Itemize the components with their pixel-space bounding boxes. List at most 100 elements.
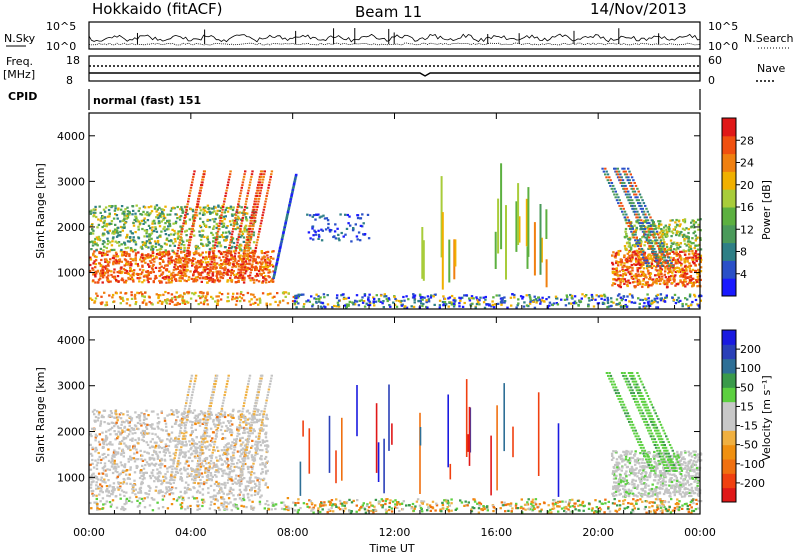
range-gate-cell [635, 213, 638, 216]
range-gate-cell [241, 181, 245, 184]
range-gate-cell [661, 275, 664, 278]
range-gate-cell [260, 258, 263, 261]
range-gate-cell [315, 297, 318, 301]
range-gate-cell [337, 237, 340, 240]
freq-trace [89, 72, 700, 77]
range-gate-cell [222, 255, 225, 258]
range-gate-cell [216, 230, 220, 233]
range-gate-cell [164, 205, 167, 208]
range-gate-cell [134, 243, 138, 246]
range-gate-cell [172, 452, 175, 455]
range-gate-cell [297, 302, 300, 305]
range-gate-cell [240, 266, 244, 269]
range-gate-cell [323, 217, 327, 220]
range-gate-cell [181, 263, 184, 266]
range-gate-cell [193, 234, 196, 237]
range-gate-cell [336, 301, 340, 304]
range-gate-cell [698, 263, 701, 266]
range-gate-cell [232, 250, 236, 253]
range-gate-cell [131, 205, 135, 208]
range-gate-cell [230, 233, 234, 236]
range-gate-cell [238, 230, 242, 233]
range-gate-cell [320, 215, 323, 218]
range-gate-cell [106, 253, 109, 256]
range-gate-cell [294, 294, 297, 297]
range-gate-cell [644, 236, 647, 239]
range-gate-cell [205, 434, 209, 438]
range-gate-cell [385, 295, 388, 298]
range-gate-cell [204, 224, 208, 227]
range-gate-cell [427, 298, 431, 301]
range-gate-cell [246, 195, 249, 197]
range-gate-cell [257, 477, 261, 480]
range-gate-cell [212, 249, 216, 252]
range-gate-cell [185, 257, 188, 260]
range-gate-cell [196, 245, 199, 248]
range-gate-cell [616, 271, 619, 274]
range-gate-cell [240, 297, 244, 300]
range-gate-cell [215, 236, 219, 239]
range-gate-cell [202, 413, 205, 416]
range-gate-cell [247, 485, 250, 488]
range-gate-cell [113, 268, 116, 271]
range-gate-cell [147, 493, 151, 496]
range-gate-cell [647, 253, 650, 256]
range-gate-cell [227, 178, 231, 181]
range-gate-cell [156, 301, 160, 304]
range-gate-cell [187, 301, 190, 304]
range-gate-cell [176, 249, 180, 252]
range-gate-cell [128, 270, 132, 273]
range-gate-cell [617, 170, 621, 173]
range-gate-cell [106, 271, 110, 274]
range-gate-cell [221, 273, 224, 276]
range-gate-cell [662, 238, 665, 241]
range-gate-cell [242, 262, 245, 265]
range-gate-cell [291, 187, 295, 190]
range-gate-cell [423, 296, 426, 299]
range-gate-cell [255, 279, 258, 282]
range-gate-cell [119, 297, 123, 300]
range-gate-cell [145, 461, 149, 464]
range-gate-cell [355, 235, 359, 238]
range-gate-cell [642, 213, 645, 216]
range-gate-cell [174, 298, 177, 301]
range-gate-cell [161, 481, 164, 484]
range-gate-cell [148, 238, 151, 241]
range-gate-cell [621, 167, 624, 170]
range-gate-cell [137, 237, 141, 240]
range-gate-cell [148, 463, 152, 466]
range-gate-cell [628, 199, 632, 202]
range-gate-cell [187, 200, 190, 203]
range-gate-cell [659, 299, 663, 302]
range-gate-cell [697, 273, 701, 276]
range-gate-cell [209, 427, 213, 430]
range-gate-cell [153, 222, 157, 225]
range-gate-cell [270, 170, 274, 173]
range-gate-cell [254, 443, 257, 446]
range-gate-cell [219, 422, 222, 425]
range-gate-cell [315, 213, 318, 216]
range-gate-cell [646, 210, 649, 213]
range-gate-cell [672, 257, 675, 260]
range-gate-cell [198, 265, 202, 269]
range-gate-cell [273, 295, 276, 298]
range-gate-cell [260, 494, 263, 497]
range-gate-cell [255, 272, 259, 275]
range-gate-cell [614, 190, 617, 193]
range-gate-cell [261, 281, 264, 284]
range-gate-cell [691, 300, 694, 304]
range-gate-cell [231, 423, 234, 426]
range-gate-cell [253, 472, 256, 475]
range-gate-cell [239, 274, 242, 277]
range-gate-cell [221, 267, 224, 270]
range-gate-cell [615, 252, 618, 255]
range-gate-cell [128, 240, 131, 243]
range-gate-cell [686, 298, 689, 301]
range-gate-cell [694, 269, 697, 272]
range-gate-cell [193, 219, 196, 222]
range-gate-cell [199, 192, 202, 195]
range-gate-cell [300, 293, 304, 296]
range-gate-cell [249, 237, 253, 240]
range-gate-cell [122, 451, 126, 455]
range-gate-cell [132, 236, 135, 239]
